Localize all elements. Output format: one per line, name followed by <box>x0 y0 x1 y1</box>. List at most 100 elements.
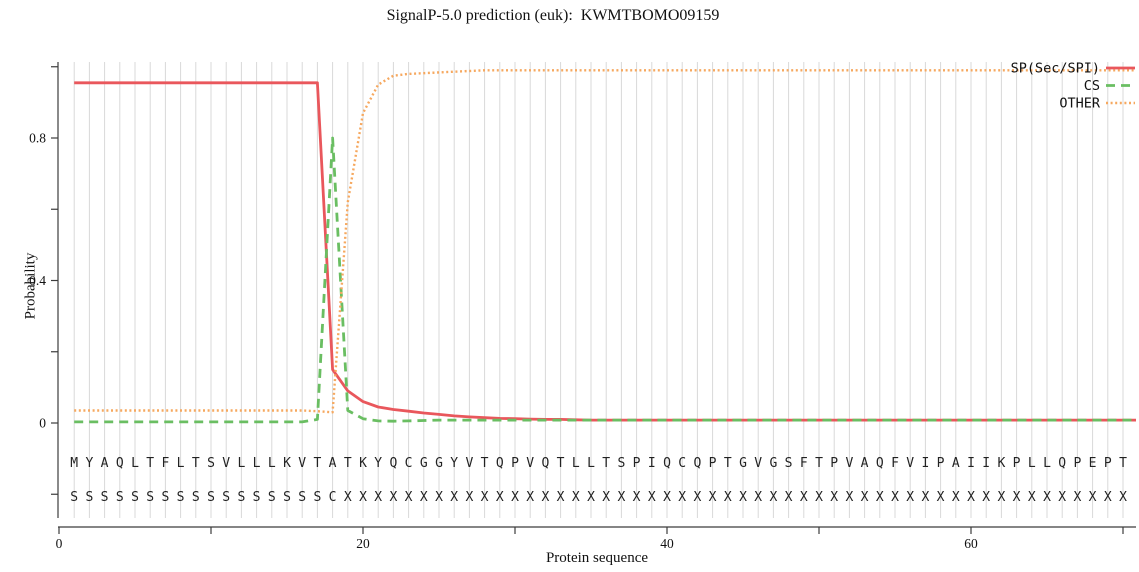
annotation-letter: X <box>587 490 595 505</box>
residue-letter: L <box>587 456 595 471</box>
annotation-letter: X <box>633 490 641 505</box>
residue-letter: P <box>1073 456 1081 471</box>
residue-letter: S <box>207 456 215 471</box>
annotation-letter: S <box>161 490 169 505</box>
residue-letter: S <box>785 456 793 471</box>
residue-letter: V <box>754 456 762 471</box>
annotation-letter: S <box>253 490 261 505</box>
residue-letter: V <box>526 456 534 471</box>
annotation-letter: X <box>845 490 853 505</box>
annotation-letter: X <box>678 490 686 505</box>
residue-letter: T <box>724 456 732 471</box>
residue-letter: P <box>633 456 641 471</box>
annotation-letter: X <box>754 490 762 505</box>
legend-label: SP(Sec/SPI) <box>1011 61 1100 77</box>
annotation-letter: C <box>329 490 337 505</box>
residue-letter: T <box>313 456 321 471</box>
annotation-letter: X <box>1089 490 1097 505</box>
residue-letter: G <box>739 456 747 471</box>
annotation-letter: X <box>435 490 443 505</box>
annotation-letter: X <box>541 490 549 505</box>
residue-letter: L <box>237 456 245 471</box>
residue-letter: Y <box>374 456 382 471</box>
annotation-letter: S <box>101 490 109 505</box>
annotation-letter: S <box>222 490 230 505</box>
annotation-letter: X <box>405 490 413 505</box>
annotation-letter: X <box>861 490 869 505</box>
annotation-letter: X <box>739 490 747 505</box>
residue-letter: S <box>617 456 625 471</box>
annotation-letter: S <box>207 490 215 505</box>
residue-letter: G <box>769 456 777 471</box>
residue-letter: L <box>268 456 276 471</box>
annotation-letter: X <box>526 490 534 505</box>
residue-letter: T <box>146 456 154 471</box>
residue-letter: M <box>70 456 78 471</box>
annotation-letter: X <box>511 490 519 505</box>
y-axis-tick-label: 0.8 <box>29 131 46 146</box>
annotation-letter: X <box>1058 490 1066 505</box>
annotation-letter: X <box>693 490 701 505</box>
other-curve <box>74 69 1136 414</box>
residue-letter: C <box>405 456 413 471</box>
annotation-letter: S <box>131 490 139 505</box>
residue-letter: P <box>830 456 838 471</box>
residue-letter: C <box>678 456 686 471</box>
residue-letter: K <box>283 456 291 471</box>
x-axis-label: Protein sequence <box>545 550 649 566</box>
annotation-letter: S <box>146 490 154 505</box>
residue-letter: T <box>192 456 200 471</box>
annotation-letter: S <box>116 490 124 505</box>
residue-letter: T <box>1119 456 1127 471</box>
annotation-letter: S <box>192 490 200 505</box>
plot-title: SignalP-5.0 prediction (euk): KWMTBOMO09… <box>386 7 720 24</box>
residue-letter: Q <box>116 456 124 471</box>
residue-letter: F <box>800 456 808 471</box>
annotation-letter: X <box>876 490 884 505</box>
residue-letter: T <box>815 456 823 471</box>
annotation-letter: X <box>1013 490 1021 505</box>
y-axis-tick-label: 0 <box>39 416 46 431</box>
residue-letter: I <box>967 456 975 471</box>
annotation-letter: S <box>70 490 78 505</box>
residue-letter: L <box>1028 456 1036 471</box>
residue-letter: L <box>253 456 261 471</box>
residue-letter: F <box>891 456 899 471</box>
residue-letter: T <box>602 456 610 471</box>
residue-letter: A <box>101 456 109 471</box>
residue-letter: K <box>997 456 1005 471</box>
legend-label: CS <box>1084 78 1100 94</box>
residue-letter: K <box>359 456 367 471</box>
residue-letter: L <box>572 456 580 471</box>
annotation-letter: X <box>617 490 625 505</box>
annotation-letter: X <box>389 490 397 505</box>
annotation-letter: X <box>937 490 945 505</box>
annotation-letter: X <box>815 490 823 505</box>
annotation-letter: X <box>891 490 899 505</box>
annotation-letter: X <box>982 490 990 505</box>
residue-letter: G <box>420 456 428 471</box>
annotation-letter: S <box>313 490 321 505</box>
annotation-letter: X <box>420 490 428 505</box>
annotation-letter: S <box>283 490 291 505</box>
annotation-letter: X <box>648 490 656 505</box>
annotation-letter: X <box>1073 490 1081 505</box>
residue-letter: Q <box>389 456 397 471</box>
residue-letter: Q <box>693 456 701 471</box>
residue-letter: A <box>329 456 337 471</box>
residue-letter: G <box>435 456 443 471</box>
annotation-letter: X <box>1043 490 1051 505</box>
annotation-letter: X <box>709 490 717 505</box>
residue-letter: V <box>906 456 914 471</box>
annotation-letter: X <box>450 490 458 505</box>
annotation-letter: X <box>1028 490 1036 505</box>
annotation-letter: X <box>602 490 610 505</box>
annotation-letter: X <box>572 490 580 505</box>
residue-letter: Q <box>876 456 884 471</box>
residue-letter: L <box>177 456 185 471</box>
residue-letter: T <box>481 456 489 471</box>
annotation-letter: X <box>997 490 1005 505</box>
annotation-letter: S <box>298 490 306 505</box>
residue-letter: P <box>937 456 945 471</box>
